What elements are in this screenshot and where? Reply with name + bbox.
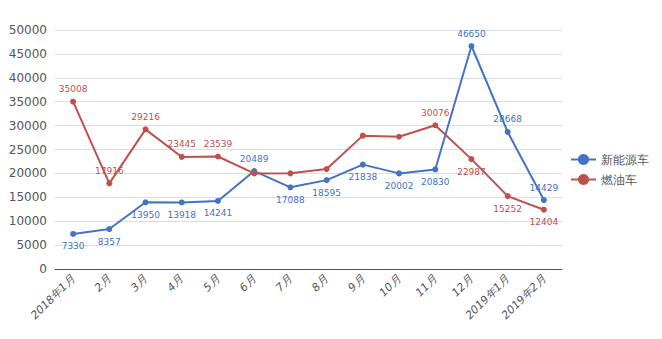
svg-text:2月: 2月: [92, 272, 114, 294]
svg-text:20489: 20489: [240, 154, 269, 164]
svg-text:8月: 8月: [309, 272, 331, 294]
svg-text:2018年1月: 2018年1月: [28, 272, 77, 321]
svg-text:13918: 13918: [167, 210, 196, 220]
svg-text:7月: 7月: [273, 272, 295, 294]
svg-text:21838: 21838: [349, 172, 378, 182]
svg-text:新能源车: 新能源车: [601, 153, 649, 167]
svg-text:23445: 23445: [167, 139, 196, 149]
svg-text:13950: 13950: [131, 210, 160, 220]
svg-text:29216: 29216: [131, 112, 160, 122]
svg-text:12404: 12404: [530, 217, 559, 227]
svg-text:8357: 8357: [98, 237, 121, 247]
svg-text:2019年2月: 2019年2月: [499, 272, 548, 321]
svg-text:0: 0: [39, 262, 47, 276]
svg-text:3月: 3月: [128, 272, 150, 294]
svg-text:23539: 23539: [204, 139, 233, 149]
svg-text:燃油车: 燃油车: [601, 173, 637, 187]
svg-text:30076: 30076: [421, 108, 450, 118]
svg-text:10000: 10000: [9, 214, 47, 228]
svg-text:20002: 20002: [385, 181, 414, 191]
svg-text:30000: 30000: [9, 119, 47, 133]
svg-text:35008: 35008: [59, 84, 88, 94]
svg-text:18595: 18595: [312, 188, 341, 198]
svg-text:9月: 9月: [345, 272, 367, 294]
svg-text:28668: 28668: [493, 114, 522, 124]
svg-text:14429: 14429: [530, 183, 559, 193]
svg-text:17916: 17916: [95, 166, 124, 176]
svg-text:7330: 7330: [62, 241, 85, 251]
svg-text:25000: 25000: [9, 143, 47, 157]
svg-text:22987: 22987: [457, 167, 486, 177]
svg-text:50000: 50000: [9, 23, 47, 37]
svg-text:45000: 45000: [9, 47, 47, 61]
svg-text:6月: 6月: [237, 272, 259, 294]
svg-text:4月: 4月: [164, 272, 186, 294]
svg-text:11月: 11月: [413, 272, 440, 299]
svg-text:46650: 46650: [457, 29, 486, 39]
svg-text:20830: 20830: [421, 177, 450, 187]
svg-text:20000: 20000: [9, 166, 47, 180]
svg-text:15000: 15000: [9, 190, 47, 204]
svg-text:15252: 15252: [493, 204, 522, 214]
svg-text:5000: 5000: [16, 238, 47, 252]
svg-text:5月: 5月: [201, 272, 223, 294]
svg-text:14241: 14241: [204, 208, 233, 218]
svg-text:35000: 35000: [9, 95, 47, 109]
svg-text:40000: 40000: [9, 71, 47, 85]
svg-text:10月: 10月: [377, 272, 404, 299]
svg-text:12月: 12月: [449, 272, 476, 299]
svg-text:17088: 17088: [276, 195, 305, 205]
svg-text:2019年1月: 2019年1月: [462, 272, 513, 322]
